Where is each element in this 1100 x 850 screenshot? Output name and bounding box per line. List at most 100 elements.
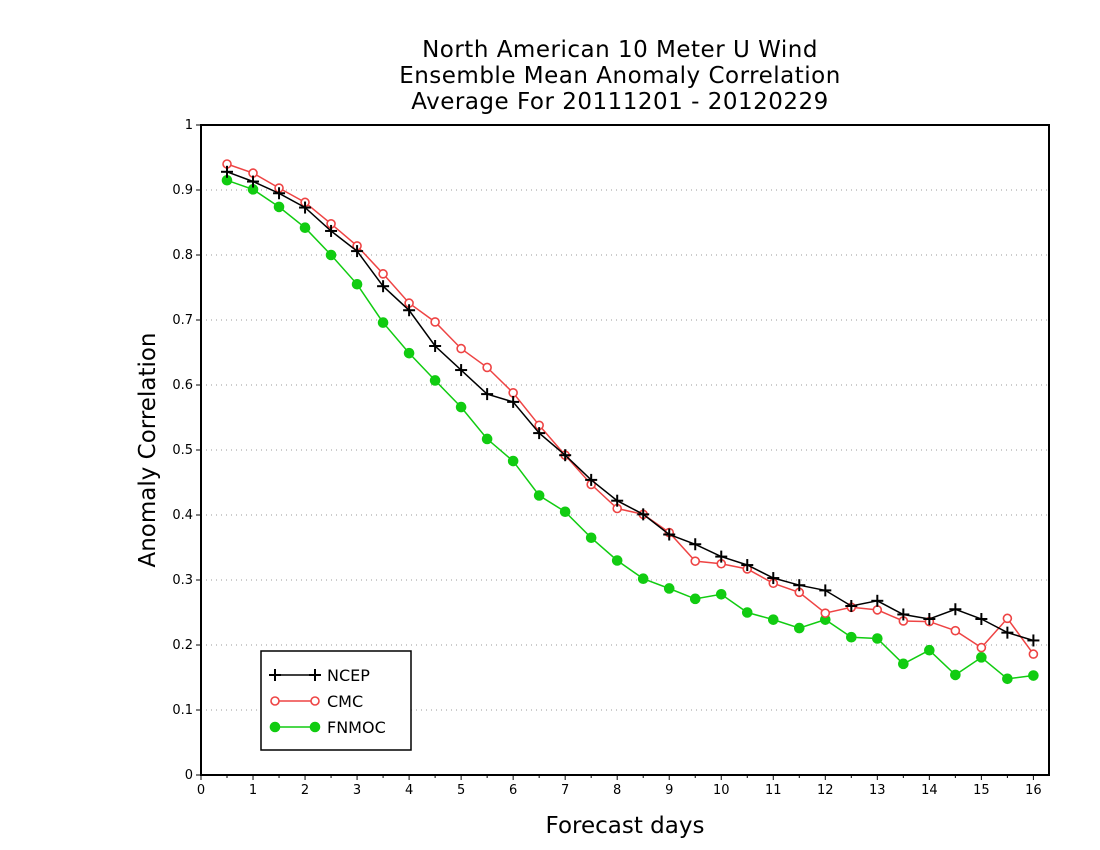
plus-marker [325,224,338,237]
chart-title-line-3: Average For 20111201 - 20120229 [411,89,829,115]
plus-marker [845,600,858,612]
plus-marker [403,304,416,317]
y-tick-label: 0.1 [172,703,193,718]
open-circle-marker [872,605,883,615]
plus-marker [923,613,936,625]
open-circle-marker [310,696,320,706]
plus-marker [637,508,650,521]
filled-circle-marker [1028,670,1039,681]
x-tick-label: 15 [973,783,990,798]
x-tick-label: 9 [665,783,673,798]
series-line [226,171,1034,642]
axes: 00.10.20.30.40.50.60.70.80.910 1 2 3 4 5 6 7 8 9 1… [172,118,1050,798]
legend-entry-fnmoc: FNMOC [269,718,386,737]
grid-lines [201,189,1049,711]
filled-circle-marker [559,506,571,518]
open-circle-marker [456,343,466,354]
x-axis-label: Forecast days [546,813,705,839]
legend-label: NCEP [327,666,370,685]
open-circle-marker [976,642,987,653]
filled-circle-marker [403,347,415,359]
plus-marker [507,395,520,408]
open-circle-marker [950,625,961,636]
filled-circle-marker [325,249,337,261]
series-group [221,159,1040,685]
y-tick-label: 0.2 [172,638,193,653]
plus-marker [793,579,806,592]
plus-marker [715,550,728,563]
series-line [226,163,1035,655]
legend: NCEP CMC FNMOC [260,650,412,751]
open-circle-marker [482,362,492,373]
plus-marker [767,572,780,585]
y-tick-label: 0 [185,768,193,783]
plus-marker [975,613,988,625]
filled-circle-marker [269,721,281,733]
plus-marker [299,201,312,214]
plus-marker [559,449,572,462]
plus-marker [273,187,286,200]
y-tick-label: 0.9 [172,183,193,198]
x-tick-label: 14 [921,783,938,798]
x-tick-label: 3 [353,783,361,798]
open-circle-marker [820,608,831,618]
filled-circle-marker [429,375,441,386]
series-fnmoc [221,174,1039,685]
x-tick-label: 8 [613,783,621,798]
plus-marker [455,364,468,377]
filled-circle-marker [793,622,805,634]
plus-marker [221,165,234,178]
x-tick-label: 2 [301,783,309,798]
open-circle-marker [430,317,440,327]
legend-entry-ncep: NCEP [269,666,370,685]
plus-marker [819,584,832,597]
plus-marker [611,494,624,507]
plus-marker [309,669,321,681]
chart-title-line-2: Ensemble Mean Anomaly Correlation [399,63,841,89]
plus-marker [429,340,442,352]
plus-marker [741,559,754,572]
filled-circle-marker [299,222,311,233]
y-tick-label: 0.7 [172,313,193,328]
filled-circle-marker [455,401,467,413]
filled-circle-marker [741,607,753,618]
plus-marker [585,473,598,486]
open-circle-marker [270,696,280,706]
x-tick-label: 16 [1025,783,1042,798]
y-tick-label: 0.4 [172,508,193,523]
series-line [226,179,1034,680]
plus-marker [663,528,676,541]
filled-circle-marker [585,532,597,544]
filled-circle-marker [846,631,857,643]
x-tick-label: 6 [509,783,517,798]
plus-marker [351,245,364,258]
y-axis-label: Anomaly Correlation [135,332,161,567]
filled-circle-marker [1002,673,1013,685]
filled-circle-marker [351,278,363,290]
filled-circle-marker [898,658,909,670]
filled-circle-marker [767,614,779,625]
plus-marker [269,669,281,681]
y-tick-label: 0.6 [172,378,193,393]
open-circle-marker [508,387,518,398]
plus-marker [897,608,910,621]
open-circle-marker [1002,613,1013,624]
filled-circle-marker [715,589,727,600]
filled-circle-marker [976,652,987,663]
plus-marker [1027,634,1040,647]
x-tick-label: 1 [249,783,257,798]
filled-circle-marker [309,721,321,733]
x-tick-label: 5 [457,783,465,798]
chart-title-line-1: North American 10 Meter U Wind [422,37,818,63]
open-circle-marker [378,269,388,279]
y-tick-label: 1 [185,118,193,133]
open-circle-marker [690,556,701,566]
y-tick-label: 0.8 [172,248,193,263]
x-tick-label: 10 [713,783,730,798]
filled-circle-marker [872,633,883,644]
x-tick-label: 12 [817,783,834,798]
open-circle-marker [1028,649,1039,659]
filled-circle-marker [377,317,389,328]
legend-label: CMC [327,692,363,711]
filled-circle-marker [924,644,935,656]
